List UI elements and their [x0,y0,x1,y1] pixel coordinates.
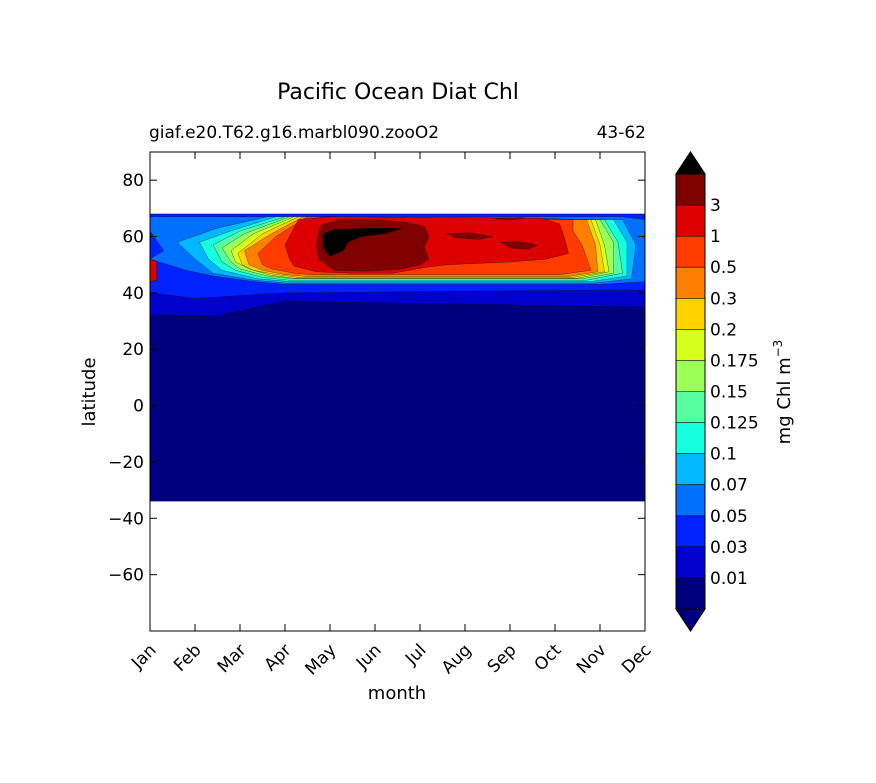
colorbar-swatch-13 [676,174,705,206]
contour-level-12-region-1 [150,258,158,282]
colorbar-label-text: mg Chl m [774,357,795,444]
y-tick-label: −40 [108,509,144,529]
x-axis-label: month [368,683,426,704]
y-tick-label: 80 [122,171,144,191]
colorbar-swatch-8 [676,329,705,361]
colorbar-tick-label: 1 [710,227,721,247]
chart-subtitle-left: giaf.e20.T62.g16.marbl090.zooO2 [149,123,439,143]
x-tick-label: Oct [531,640,566,675]
y-tick-label: 60 [122,228,144,248]
colorbar-label-exponent: −3 [771,340,785,358]
y-tick-label: 20 [122,340,144,360]
colorbar-swatch-3 [676,484,705,516]
y-tick-label: 0 [133,397,144,417]
colorbar-swatch-6 [676,391,705,423]
colorbar-tick-label: 0.5 [710,258,737,278]
colorbar-swatch-11 [676,236,705,268]
colorbar-outline [675,151,706,632]
contour-level-14-region-0 [323,227,403,257]
colorbar-extend-bottom [675,608,706,632]
colorbar-tick-label: 0.1 [710,445,737,465]
contour-level-13-region-2 [500,241,538,250]
x-tick-label: Feb [170,640,205,675]
colorbar-swatch-5 [676,422,705,454]
colorbar-label: mg Chl m−3 [771,340,795,445]
colorbar-swatch-9 [676,298,705,330]
x-tick-label: Apr [261,640,296,675]
colorbar-swatch-1 [676,546,705,578]
colorbar-tick-label: 0.175 [710,351,759,371]
y-tick-label: −60 [108,566,144,586]
x-tick-label: Mar [214,640,251,677]
chart-subtitle-right: 43-62 [597,123,646,143]
x-tick-label: May [302,640,341,679]
x-tick-label: Dec [618,640,655,677]
colorbar: 0.01 0.03 0.05 0.07 0.1 0.125 0.15 0.175 0.2 0.3 0… [675,151,759,632]
colorbar-swatch-0 [676,577,705,609]
colorbar-tick-label: 0.07 [710,476,748,496]
y-axis-label: latitude [79,357,100,426]
colorbar-swatch-4 [676,453,705,485]
colorbar-tick-label: 0.125 [710,414,759,434]
contour-level-13-region-1 [446,232,493,240]
colorbar-extend-top [675,151,706,175]
x-tick-label: Jun [352,640,386,674]
x-tick-label: Sep [484,640,521,677]
y-axis-ticks: −60 −40 −20 0 20 40 60 80 [108,171,645,586]
y-tick-label: −20 [108,453,144,473]
colorbar-swatch-2 [676,515,705,547]
contour-fields [150,213,645,502]
colorbar-tick-label: 0.3 [710,289,737,309]
colorbar-swatch-7 [676,360,705,392]
y-tick-label: 40 [122,284,144,304]
colorbar-tick-label: 0.05 [710,507,748,527]
plot-frame [149,151,646,632]
contour-level-13-region-3 [491,217,524,220]
colorbar-tick-label: 0.01 [710,569,748,589]
colorbar-tick-label: 0.03 [710,538,748,558]
colorbar-swatch-10 [676,267,705,299]
colorbar-tick-label: 3 [710,196,721,216]
x-tick-label: Jan [127,640,160,673]
x-tick-label: Aug [438,640,476,678]
chart-title: Pacific Ocean Diat Chl [277,80,519,105]
colorbar-tick-label: 0.15 [710,383,748,403]
colorbar-swatch-12 [676,205,705,237]
x-tick-label: Nov [573,640,611,678]
x-tick-label: Jul [401,640,430,669]
colorbar-tick-label: 0.2 [710,320,737,340]
